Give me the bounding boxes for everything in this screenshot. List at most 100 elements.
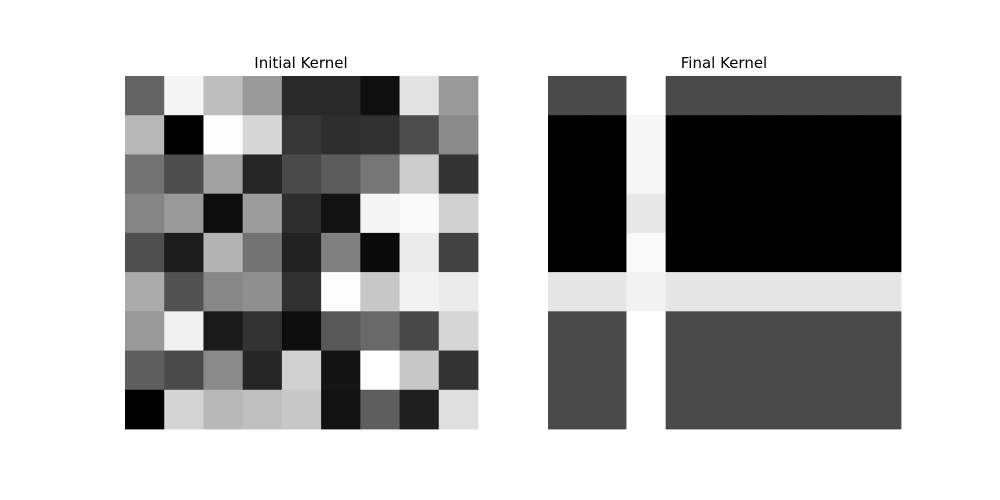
- heatmap-cell: [164, 154, 204, 195]
- heatmap-cell: [665, 272, 706, 312]
- heatmap-cell: [438, 193, 479, 234]
- heatmap-cell: [783, 154, 823, 195]
- heatmap-cell: [587, 193, 627, 234]
- heatmap-cell: [744, 311, 784, 351]
- heatmap-cell: [321, 115, 361, 155]
- heatmap-cell: [281, 272, 322, 312]
- heatmap-cell: [321, 154, 361, 195]
- heatmap-cell: [399, 76, 440, 116]
- heatmap-cell: [360, 311, 400, 351]
- heatmap-cell: [587, 311, 627, 351]
- heatmap-cell: [665, 154, 706, 195]
- heatmap-cell: [744, 350, 784, 391]
- heatmap-cell: [626, 193, 667, 234]
- heatmap-cell: [321, 272, 361, 312]
- heatmap-cell: [399, 389, 440, 430]
- heatmap-cell: [125, 154, 165, 195]
- heatmap-cell: [164, 76, 204, 116]
- heatmap-cell: [704, 154, 745, 195]
- heatmap-cell: [822, 154, 863, 195]
- heatmap-cell: [125, 389, 165, 430]
- heatmap-cell: [704, 115, 745, 155]
- heatmap-cell: [861, 193, 902, 234]
- initial-kernel-heatmap: [125, 76, 479, 430]
- heatmap-cell: [861, 350, 902, 391]
- heatmap-cell: [399, 232, 440, 273]
- heatmap-cell: [164, 193, 204, 234]
- heatmap-cell: [548, 311, 588, 351]
- heatmap-cell: [861, 272, 902, 312]
- heatmap-cell: [242, 76, 283, 116]
- heatmap-cell: [438, 232, 479, 273]
- heatmap-cell: [822, 311, 863, 351]
- heatmap-cell: [626, 76, 667, 116]
- heatmap-cell: [242, 389, 283, 430]
- heatmap-cell: [704, 350, 745, 391]
- heatmap-cell: [321, 232, 361, 273]
- heatmap-cell: [626, 115, 667, 155]
- heatmap-cell: [203, 115, 244, 155]
- heatmap-cell: [744, 193, 784, 234]
- heatmap-cell: [242, 272, 283, 312]
- heatmap-cell: [822, 115, 863, 155]
- heatmap-cell: [587, 350, 627, 391]
- heatmap-cell: [125, 272, 165, 312]
- heatmap-cell: [861, 154, 902, 195]
- heatmap-cell: [281, 193, 322, 234]
- heatmap-cell: [861, 232, 902, 273]
- heatmap-cell: [281, 350, 322, 391]
- heatmap-cell: [242, 232, 283, 273]
- heatmap-cell: [822, 193, 863, 234]
- initial-kernel-title: Initial Kernel: [254, 54, 347, 72]
- heatmap-cell: [281, 154, 322, 195]
- heatmap-cell: [626, 154, 667, 195]
- heatmap-cell: [548, 154, 588, 195]
- heatmap-cell: [587, 389, 627, 430]
- heatmap-cell: [360, 193, 400, 234]
- heatmap-cell: [360, 115, 400, 155]
- heatmap-cell: [744, 76, 784, 116]
- heatmap-cell: [399, 115, 440, 155]
- heatmap-cell: [744, 389, 784, 430]
- heatmap-cell: [321, 76, 361, 116]
- heatmap-cell: [360, 389, 400, 430]
- heatmap-cell: [203, 193, 244, 234]
- heatmap-cell: [783, 232, 823, 273]
- heatmap-cell: [704, 311, 745, 351]
- heatmap-cell: [783, 115, 823, 155]
- heatmap-cell: [783, 350, 823, 391]
- heatmap-cell: [665, 311, 706, 351]
- heatmap-cell: [704, 232, 745, 273]
- heatmap-cell: [203, 350, 244, 391]
- final-kernel-title: Final Kernel: [681, 54, 767, 72]
- heatmap-cell: [822, 389, 863, 430]
- heatmap-cell: [548, 76, 588, 116]
- heatmap-cell: [321, 193, 361, 234]
- heatmap-cell: [164, 389, 204, 430]
- heatmap-cell: [548, 232, 588, 273]
- heatmap-cell: [587, 154, 627, 195]
- heatmap-cell: [438, 115, 479, 155]
- heatmap-cell: [587, 232, 627, 273]
- heatmap-cell: [548, 115, 588, 155]
- heatmap-cell: [626, 350, 667, 391]
- heatmap-cell: [281, 115, 322, 155]
- heatmap-cell: [587, 272, 627, 312]
- heatmap-cell: [626, 232, 667, 273]
- heatmap-cell: [783, 76, 823, 116]
- heatmap-cell: [125, 115, 165, 155]
- heatmap-cell: [704, 389, 745, 430]
- heatmap-cell: [438, 272, 479, 312]
- heatmap-cell: [626, 389, 667, 430]
- heatmap-cell: [125, 232, 165, 273]
- heatmap-cell: [822, 272, 863, 312]
- heatmap-cell: [360, 232, 400, 273]
- heatmap-cell: [665, 232, 706, 273]
- heatmap-cell: [704, 272, 745, 312]
- heatmap-cell: [360, 272, 400, 312]
- heatmap-cell: [822, 350, 863, 391]
- heatmap-cell: [281, 389, 322, 430]
- heatmap-cell: [704, 193, 745, 234]
- heatmap-cell: [242, 193, 283, 234]
